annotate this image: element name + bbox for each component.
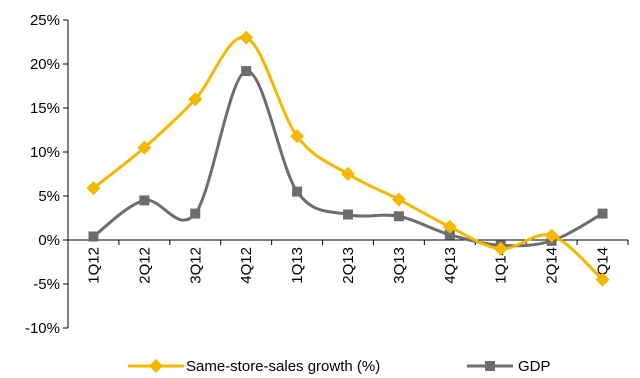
y-tick-label: 15% [30,100,60,117]
data-point [391,192,406,207]
data-point [444,229,455,240]
data-point [341,167,355,181]
data-point [393,211,404,222]
x-tick-label: 1Q12 [85,247,102,284]
x-tick-label: 4Q13 [442,247,459,284]
series-line [91,35,605,282]
y-axis-tick-labels: 25% 20% 15% 10% 5% 0% -5% -10% [25,12,60,337]
x-tick-label: 2Q14 [544,247,561,284]
legend-marker [149,359,163,373]
data-point [190,208,201,219]
data-point [544,228,559,243]
data-point [597,208,608,219]
y-tick-label: 10% [30,144,60,161]
x-tick-label: 2Q13 [340,247,357,284]
y-tick-label: 20% [30,56,60,73]
data-point [139,195,150,206]
legend-label: GDP [518,358,551,375]
data-point [290,129,305,144]
data-point [595,272,610,287]
series-line [91,69,605,248]
y-tick-label: 25% [30,12,60,29]
data-point [241,66,252,77]
x-tick-label: 1Q13 [289,247,306,284]
legend-item: GDP [467,358,551,375]
legend: Same-store-sales growth (%) GDP [128,358,551,375]
data-point [343,209,353,220]
data-point [239,30,254,45]
data-point [188,92,203,107]
x-axis-tick-labels: 1Q12 2Q12 3Q12 4Q12 1Q13 2Q13 3Q13 4Q13 1Q14 2Q14… [85,247,611,284]
chart-axes [63,19,629,329]
legend-marker [485,361,495,371]
x-tick-label: 3Q13 [391,247,408,284]
y-tick-label: 5% [38,188,60,205]
data-point [442,219,457,234]
x-tick-label: 3Q12 [187,247,204,284]
series-0 [86,30,610,287]
series-1 [88,66,608,251]
legend-item: Same-store-sales growth (%) [128,358,380,375]
y-tick-label: -5% [33,276,60,293]
plot-area [86,30,610,287]
x-tick-label: 1Q14 [493,247,510,284]
y-tick-label: -10% [25,320,60,337]
data-point [86,181,101,196]
x-tick-label: 2Q12 [136,247,153,284]
data-point [292,186,303,197]
y-tick-label: 0% [38,232,60,249]
legend-label: Same-store-sales growth (%) [186,358,380,375]
data-point [137,140,152,155]
data-point [88,231,99,242]
data-point [493,241,508,256]
x-tick-label: 4Q12 [238,247,255,284]
